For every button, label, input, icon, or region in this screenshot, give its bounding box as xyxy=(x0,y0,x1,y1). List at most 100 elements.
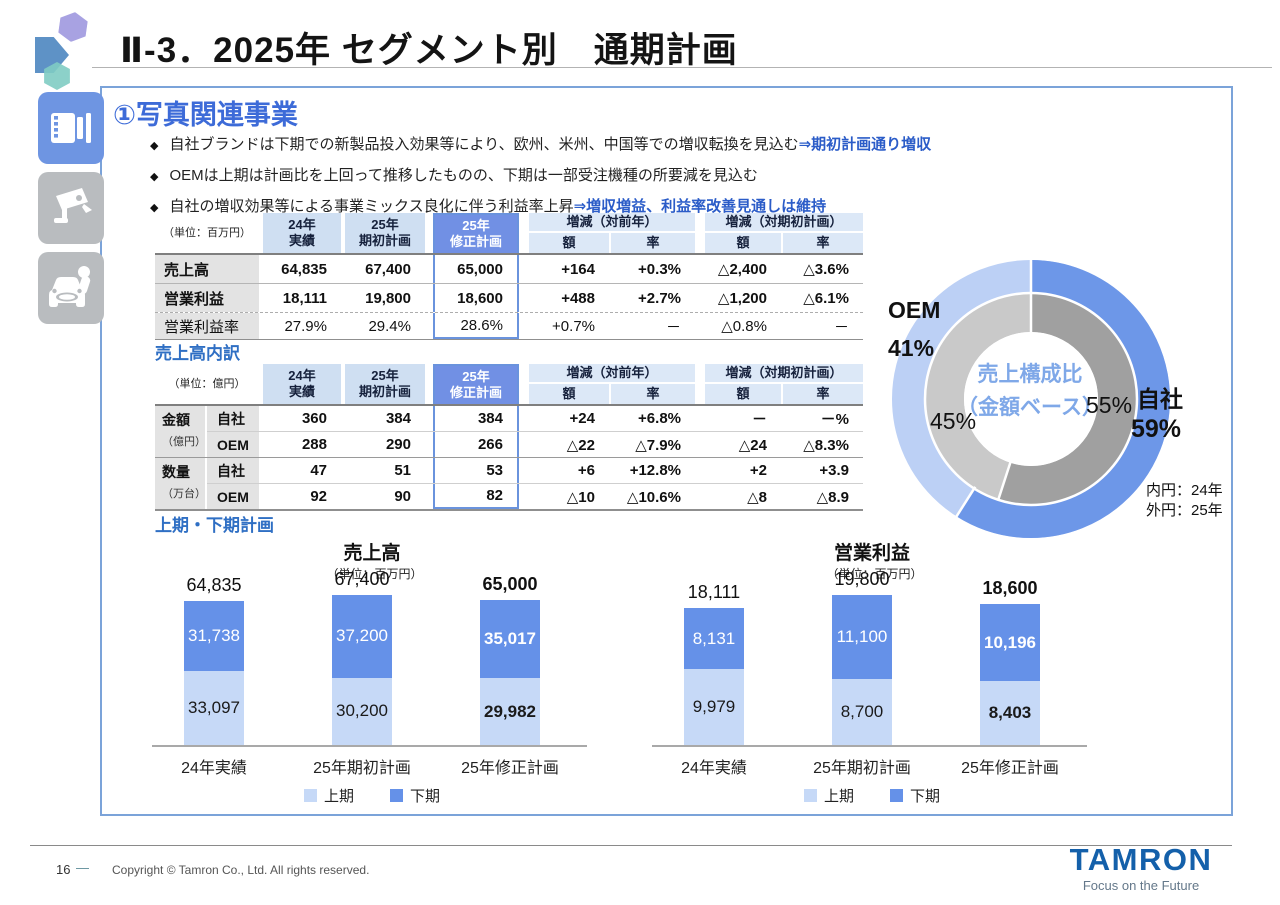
table-value-cell: 53 xyxy=(433,458,519,483)
sidebar-item-photo-business[interactable] xyxy=(38,92,104,164)
bar-total-label: 65,000 xyxy=(482,574,538,595)
table-value-cell: △7.9% xyxy=(635,436,681,454)
row-sublabel: 自社 xyxy=(207,406,259,431)
table-row: OEM 92 90 82 △10 △10.6% △8 △8.9 xyxy=(207,484,863,509)
table-value-cell: △0.8% xyxy=(721,318,767,335)
subheader-amount: 額 xyxy=(705,233,781,253)
column-header: 24年 実績 xyxy=(263,213,341,253)
column-gap xyxy=(425,406,433,431)
sales-bar-chart: 売上高 （単位：百万円） 24年実績 25年期初計画 25年修正計画 33,097 31,7… xyxy=(152,538,592,810)
column-header-highlighted: 25年 修正計画 xyxy=(433,213,519,253)
row-group-rows: 自社 47 51 53 +6 +12.8% +2 +3.9 OEM 92 90 82 △10 △10.6%… xyxy=(207,458,863,509)
legend-label: 上期 xyxy=(323,788,354,805)
column-header: 25年 期初計画 xyxy=(345,364,425,404)
column-header: 24年 実績 xyxy=(263,364,341,404)
table-value-cell: 64,835 xyxy=(281,260,327,278)
column-gap xyxy=(425,458,433,483)
table-value-cell: 67,400 xyxy=(365,260,411,278)
bar-value-label: 37,200 xyxy=(336,626,388,646)
category-label: 25年修正計画 xyxy=(461,760,559,777)
table-value-cell: － xyxy=(665,318,681,336)
sidebar-item-surveillance-business[interactable] xyxy=(38,172,104,244)
table-value-cell: 288 xyxy=(301,436,327,453)
table-value-cell: △8.3% xyxy=(803,436,849,454)
bar-value-label: 11,100 xyxy=(836,627,888,647)
group-unit: （万台） xyxy=(162,488,206,500)
row-label: 営業利益率 xyxy=(155,313,259,339)
bar-segment-second-half: 35,017 xyxy=(480,600,540,679)
legend-swatch-first-half xyxy=(803,789,817,802)
category-label: 24年実績 xyxy=(681,760,747,777)
bar-value-label: 31,738 xyxy=(188,626,240,646)
table-value-cell: +6.8% xyxy=(638,410,681,427)
surveillance-camera-icon xyxy=(54,188,92,223)
group-header-label: 増減（対前年） xyxy=(529,213,695,231)
car-icon xyxy=(49,266,91,307)
logo-tagline: Focus on the Future xyxy=(1082,878,1200,893)
copyright-text: Copyright © Tamron Co., Ltd. All rights … xyxy=(112,863,370,877)
half-plan-heading: 上期・下期計画 xyxy=(155,516,274,535)
bullet-item: ◆ 自社の増収効果等による事業ミックス良化に伴う利益率上昇⇒増収増益、利益率改善… xyxy=(150,195,1160,216)
bar-segment-first-half: 8,403 xyxy=(980,681,1040,745)
table-value-cell: △6.1% xyxy=(803,290,849,307)
table-row: 自社 360 384 384 +24 +6.8% － －% xyxy=(207,406,863,432)
table-row: 営業利益率 27.9% 29.4% 28.6% +0.7% － △0.8% － xyxy=(155,313,863,340)
subheader-amount: 額 xyxy=(705,384,781,404)
footer-divider xyxy=(30,845,1232,846)
bar-segment-second-half: 11,100 xyxy=(832,595,892,680)
table-unit-label: （単位：億円） xyxy=(168,377,246,390)
table-value-cell: 19,800 xyxy=(365,289,411,307)
column-gap xyxy=(695,432,705,457)
table-value-cell: △8.9 xyxy=(816,488,849,506)
row-group-label: 金額 （億円） xyxy=(155,406,206,457)
column-gap xyxy=(425,432,433,457)
slide-title: Ⅱ-3．2025年 セグメント別 通期計画 xyxy=(120,31,738,70)
column-gap xyxy=(519,364,529,404)
table-value-cell: 266 xyxy=(433,432,519,457)
table-value-cell: △22 xyxy=(566,436,595,454)
table-value-cell: +24 xyxy=(569,410,595,427)
table-value-cell: +6 xyxy=(577,462,595,479)
chart-plot-area: 9,979 8,131 18,111 8,700 11,100 19,800 8,403 10… xyxy=(652,568,1087,747)
legend-item: 上期 xyxy=(803,785,854,806)
column-gap xyxy=(695,284,705,312)
title-underline xyxy=(92,67,1272,68)
bullet-highlight: ⇒増収増益、利益率改善見通しは維持 xyxy=(573,198,827,215)
chart-unit-label: （単位：百万円） xyxy=(326,567,423,581)
chart-title: 営業利益 （単位：百万円） xyxy=(652,538,1092,582)
column-gap xyxy=(425,284,433,312)
bar-total-label: 18,600 xyxy=(982,578,1038,599)
subheader-amount: 額 xyxy=(529,233,609,253)
bar-segment-second-half: 8,131 xyxy=(684,607,744,670)
diamond-bullet-icon: ◆ xyxy=(150,171,159,183)
column-gap xyxy=(519,406,529,431)
column-gap xyxy=(425,313,433,339)
legend-swatch-second-half xyxy=(890,789,903,802)
legend-label: 下期 xyxy=(410,788,441,805)
category-label: 24年実績 xyxy=(181,760,247,777)
table-value-cell: +3.9 xyxy=(819,462,849,479)
donut-label-inner-jisha-pct: 55% xyxy=(1086,392,1133,418)
change-group-header: 増減（対前年） 額率 xyxy=(529,213,695,253)
table-unit-label: （単位：百万円） xyxy=(163,226,251,239)
column-header-highlighted: 25年 修正計画 xyxy=(433,364,519,404)
column-gap xyxy=(519,313,529,339)
legend-item: 下期 xyxy=(390,785,440,806)
diamond-bullet-icon: ◆ xyxy=(150,140,159,152)
bar-total-label: 19,800 xyxy=(834,569,890,589)
donut-note-inner: 内円：24年 xyxy=(1146,482,1223,499)
table-value-cell: － xyxy=(751,411,767,428)
subheader-rate: 率 xyxy=(783,384,863,404)
table-header-row: （単位：億円） 24年 実績 25年 期初計画 25年 修正計画 増減（対前年）額率増減… xyxy=(155,364,863,404)
sidebar-item-automotive-business[interactable] xyxy=(38,252,104,324)
row-sublabel: OEM xyxy=(207,484,259,509)
table-value-cell: 18,111 xyxy=(282,289,327,307)
bar-value-label: 33,097 xyxy=(188,698,240,718)
table-value-cell: 290 xyxy=(385,436,411,453)
breakdown-table: （単位：億円） 24年 実績 25年 期初計画 25年 修正計画 増減（対前年）額率増減… xyxy=(155,364,863,511)
table-value-cell: 90 xyxy=(394,488,411,505)
bar-segment-second-half: 31,738 xyxy=(184,600,244,672)
table-value-cell: 28.6% xyxy=(433,313,519,339)
table-value-cell: △1,200 xyxy=(717,290,767,307)
row-label: 売上高 xyxy=(155,255,259,283)
